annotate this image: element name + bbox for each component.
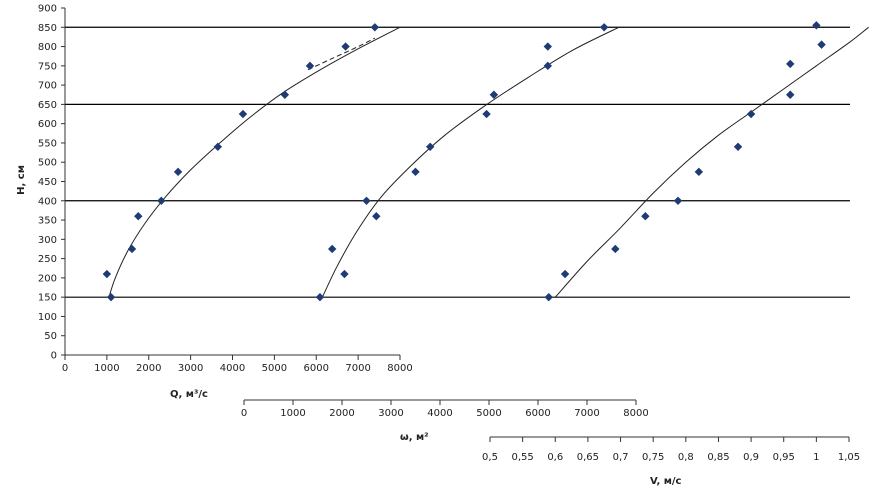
Q-data-point: [370, 23, 380, 32]
V-tick-label: 0,7: [613, 452, 629, 463]
omega-data-point: [599, 23, 609, 32]
Q-axis-title: Q, м³/с: [170, 389, 208, 400]
Q-dashed-curve: [307, 37, 376, 71]
V-axis-title: V, м/с: [650, 476, 682, 487]
V-data-point: [641, 212, 650, 221]
Q-fitted-curve: [108, 26, 401, 298]
omega-tick-label: 0: [241, 408, 247, 419]
omega-data-point: [543, 61, 552, 71]
Q-data-point: [213, 142, 223, 151]
V-tick-label: 0,65: [577, 452, 599, 463]
omega-tick-label: 3000: [378, 408, 403, 419]
V-tick-label: 0,95: [773, 452, 795, 463]
y-tick-label: 350: [38, 216, 57, 227]
y-tick-label: 900: [38, 4, 57, 15]
Q-tick-label: 8000: [387, 363, 412, 374]
y-tick-label: 100: [38, 312, 57, 323]
V-tick-label: 0,9: [743, 452, 759, 463]
Q-tick-label: 4000: [220, 363, 245, 374]
y-tick-label: 700: [38, 81, 57, 92]
V-tick-label: 0,5: [482, 452, 498, 463]
y-tick-label: 450: [38, 177, 57, 188]
Q-tick-label: 0: [62, 363, 68, 374]
V-data-point: [733, 142, 743, 151]
V-data-point: [694, 167, 704, 177]
V-tick-label: 1: [813, 452, 819, 463]
omega-data-point: [543, 42, 552, 51]
y-tick-label: 300: [38, 235, 57, 246]
V-data-point: [817, 40, 826, 49]
y-tick-label: 500: [38, 158, 57, 169]
y-axis: 0 50 100 150 200 250 300 350 400 450 500 550 600 650 7…: [38, 4, 66, 362]
V-fitted-curve: [554, 26, 869, 298]
V-data-point: [611, 244, 620, 254]
V-data-point: [786, 59, 795, 69]
omega-axis-title: ω, м²: [400, 432, 429, 443]
y-tick-label: 650: [38, 100, 57, 111]
V-tick-label: 1,05: [838, 452, 860, 463]
Q-data-point: [341, 42, 350, 51]
Q-data-point: [157, 196, 166, 205]
Q-tick-label: 3000: [178, 363, 203, 374]
y-tick-label: 50: [44, 331, 57, 342]
Q-data-point: [102, 269, 112, 279]
omega-tick-label: 2000: [329, 408, 354, 419]
V-data-point: [673, 196, 683, 205]
omega-tick-label: 8000: [623, 408, 648, 419]
omega-tick-label: 6000: [525, 408, 550, 419]
y-tick-label: 400: [38, 196, 57, 207]
Q-data-point: [280, 90, 290, 99]
V-data-point: [544, 292, 553, 302]
y-tick-label: 850: [38, 23, 57, 34]
omega-tick-label: 7000: [574, 408, 599, 419]
y-tick-label: 250: [38, 254, 57, 265]
y-axis-title: H, см: [16, 165, 27, 195]
data-points: [102, 21, 826, 302]
V-tick-label: 0,85: [707, 452, 729, 463]
Q-data-point: [173, 167, 183, 177]
omega-data-point: [328, 244, 337, 254]
y-tick-label: 0: [51, 351, 57, 362]
omega-tick-label: 1000: [280, 408, 305, 419]
Q-tick-label: 1000: [94, 363, 119, 374]
omega-data-point: [315, 292, 325, 302]
omega-tick-label: 4000: [427, 408, 452, 419]
omega-data-point: [426, 142, 435, 151]
horizontal-level-lines: [65, 26, 850, 298]
Q-data-point: [134, 212, 143, 221]
V-tick-label: 0,75: [642, 452, 664, 463]
fitted-curves: [108, 26, 869, 298]
Q-tick-label: 5000: [262, 363, 287, 374]
omega-data-point: [489, 90, 499, 99]
Q-tick-label: 6000: [304, 363, 329, 374]
V-tick-label: 0,6: [547, 452, 563, 463]
x-axes: 0 1000 2000 3000 4000 5000 6000 7000 8000 Q, м³/с…: [62, 354, 860, 487]
omega-data-point: [411, 167, 420, 177]
V-tick-label: 0,8: [678, 452, 694, 463]
y-tick-label: 750: [38, 61, 57, 72]
Q-data-point: [106, 292, 116, 302]
V-data-point: [560, 269, 570, 279]
omega-data-point: [340, 269, 349, 279]
omega-tick-label: 5000: [476, 408, 501, 419]
omega-fitted-curve: [321, 26, 620, 298]
y-tick-label: 550: [38, 138, 57, 149]
y-tick-label: 150: [38, 293, 57, 304]
Q-tick-label: 7000: [345, 363, 370, 374]
y-tick-label: 200: [38, 273, 57, 284]
y-tick-label: 800: [38, 42, 57, 53]
Q-data-point: [238, 109, 248, 119]
Q-data-point: [127, 244, 137, 254]
omega-data-point: [362, 196, 371, 205]
Q-data-point: [305, 61, 315, 71]
omega-data-point: [372, 212, 381, 221]
V-tick-label: 0,55: [512, 452, 534, 463]
V-data-point: [786, 90, 795, 99]
Q-tick-label: 2000: [136, 363, 161, 374]
omega-data-point: [482, 109, 491, 119]
V-data-point: [812, 21, 821, 30]
V-data-point: [746, 109, 756, 119]
y-tick-label: 600: [38, 119, 57, 130]
